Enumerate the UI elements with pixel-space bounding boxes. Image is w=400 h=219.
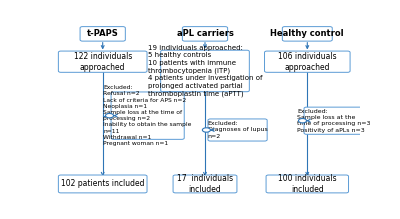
Text: Excluded:
Refusal n=2
Lack of criteria for APS n=2
Neoplasia n=1
Sample loss at : Excluded: Refusal n=2 Lack of criteria f…	[104, 85, 192, 146]
FancyBboxPatch shape	[282, 27, 332, 41]
Circle shape	[202, 128, 210, 132]
Text: 102 patients included: 102 patients included	[61, 179, 144, 188]
Text: aPL carriers: aPL carriers	[176, 29, 234, 38]
FancyBboxPatch shape	[182, 27, 228, 41]
FancyBboxPatch shape	[173, 175, 237, 193]
Circle shape	[106, 113, 114, 118]
FancyBboxPatch shape	[58, 51, 147, 72]
Text: Excluded:
Diagnoses of lupus
n=2: Excluded: Diagnoses of lupus n=2	[208, 121, 268, 139]
Text: 106 individuals
approached: 106 individuals approached	[278, 52, 337, 72]
Circle shape	[298, 118, 306, 123]
Text: Excluded:
Sample loss at the
time of processing n=3
Positivity of aPLs n=3: Excluded: Sample loss at the time of pro…	[297, 109, 370, 132]
Text: 17  individuals
included: 17 individuals included	[177, 174, 233, 194]
FancyBboxPatch shape	[161, 50, 249, 92]
FancyBboxPatch shape	[208, 119, 267, 141]
Text: t-PAPS: t-PAPS	[87, 29, 118, 38]
Text: 100 individuals
included: 100 individuals included	[278, 174, 337, 194]
FancyBboxPatch shape	[80, 27, 125, 41]
FancyBboxPatch shape	[111, 92, 184, 139]
FancyBboxPatch shape	[58, 175, 147, 193]
Text: 19 individuals approached:
5 healthy controls
10 patients with immune
thrombocyt: 19 individuals approached: 5 healthy con…	[148, 45, 262, 97]
FancyBboxPatch shape	[264, 51, 350, 72]
Text: Healthy control: Healthy control	[270, 29, 344, 38]
FancyBboxPatch shape	[304, 107, 363, 134]
Text: 122 individuals
approached: 122 individuals approached	[74, 52, 132, 72]
FancyBboxPatch shape	[266, 175, 348, 193]
